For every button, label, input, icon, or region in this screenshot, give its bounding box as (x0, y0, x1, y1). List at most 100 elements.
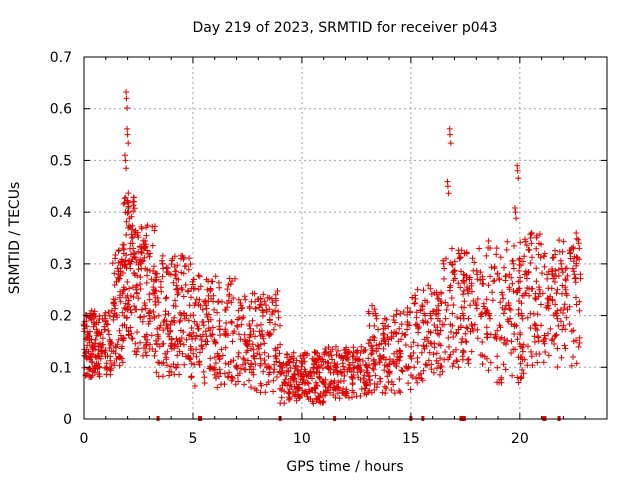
data-point (225, 361, 232, 368)
data-point (551, 279, 558, 285)
data-point (450, 302, 457, 308)
data-point (130, 202, 137, 209)
data-point (332, 394, 339, 401)
data-point (277, 322, 283, 329)
data-point (492, 331, 499, 338)
data-point (218, 381, 225, 388)
data-point (465, 356, 472, 363)
data-point (537, 301, 544, 308)
data-point (321, 349, 328, 356)
data-point (135, 295, 142, 302)
plot-frame (83, 56, 608, 420)
data-point (113, 344, 120, 351)
data-point (404, 305, 411, 311)
data-point (506, 271, 513, 278)
data-point (575, 236, 582, 243)
data-point (496, 275, 503, 282)
data-point (201, 380, 208, 386)
data-point (144, 247, 151, 254)
data-point (195, 325, 201, 332)
data-point (199, 331, 206, 338)
data-point (229, 319, 235, 326)
data-point (402, 331, 409, 338)
data-point (154, 325, 161, 332)
data-point (396, 387, 402, 394)
data-point (463, 324, 470, 331)
data-point (564, 272, 571, 279)
data-point (535, 293, 542, 300)
data-point (322, 384, 329, 390)
data-point (286, 390, 293, 397)
data-point (97, 340, 104, 347)
data-point (127, 324, 134, 331)
data-point (234, 323, 241, 330)
data-point (268, 295, 275, 302)
data-point (116, 275, 123, 282)
data-point (312, 357, 319, 364)
data-point (553, 331, 560, 338)
data-point (138, 306, 145, 313)
data-point (449, 322, 456, 329)
data-point (107, 367, 114, 374)
data-point (131, 250, 138, 256)
data-point (252, 298, 259, 305)
data-point (410, 339, 417, 346)
data-point (141, 254, 148, 261)
data-point (136, 243, 143, 250)
data-point (376, 352, 383, 359)
data-point (550, 254, 557, 261)
data-point (247, 325, 254, 332)
data-point (426, 349, 433, 356)
data-point (371, 360, 378, 367)
data-point (212, 340, 219, 347)
data-point (192, 300, 199, 306)
data-point (524, 362, 531, 369)
data-point (110, 348, 117, 355)
data-point (177, 340, 184, 347)
data-point (556, 237, 563, 244)
data-point (479, 339, 486, 345)
data-point (549, 268, 556, 275)
data-point (270, 377, 277, 384)
data-point (170, 279, 177, 286)
data-point (121, 321, 128, 328)
data-point (536, 351, 543, 357)
data-point (388, 329, 395, 336)
data-point (404, 321, 411, 328)
data-point (289, 373, 296, 380)
data-point (376, 341, 383, 348)
data-point (272, 307, 278, 314)
data-point (190, 329, 197, 336)
y-tick-label: 0.4 (50, 205, 72, 221)
data-point (368, 351, 375, 358)
data-point (241, 331, 248, 338)
data-point (201, 374, 208, 381)
data-point (190, 350, 197, 357)
y-tick-label: 0.5 (50, 153, 72, 169)
data-point (122, 300, 129, 307)
data-point (113, 278, 120, 285)
data-point (176, 318, 183, 325)
data-point (411, 364, 418, 371)
data-point (341, 347, 348, 354)
data-point (337, 368, 344, 375)
data-point (213, 375, 219, 382)
data-point (290, 349, 297, 356)
data-point (572, 275, 578, 282)
data-point (539, 270, 545, 277)
data-point (410, 350, 417, 356)
data-point (218, 346, 225, 353)
data-point (381, 383, 388, 390)
data-point (347, 367, 354, 373)
data-point (300, 377, 306, 383)
data-point (261, 340, 268, 347)
data-point (187, 261, 194, 268)
data-point (222, 326, 229, 333)
data-point (312, 379, 319, 386)
data-point (545, 296, 552, 303)
data-point (496, 379, 503, 386)
data-point (307, 368, 314, 375)
data-point (299, 360, 306, 367)
data-point (123, 165, 130, 172)
